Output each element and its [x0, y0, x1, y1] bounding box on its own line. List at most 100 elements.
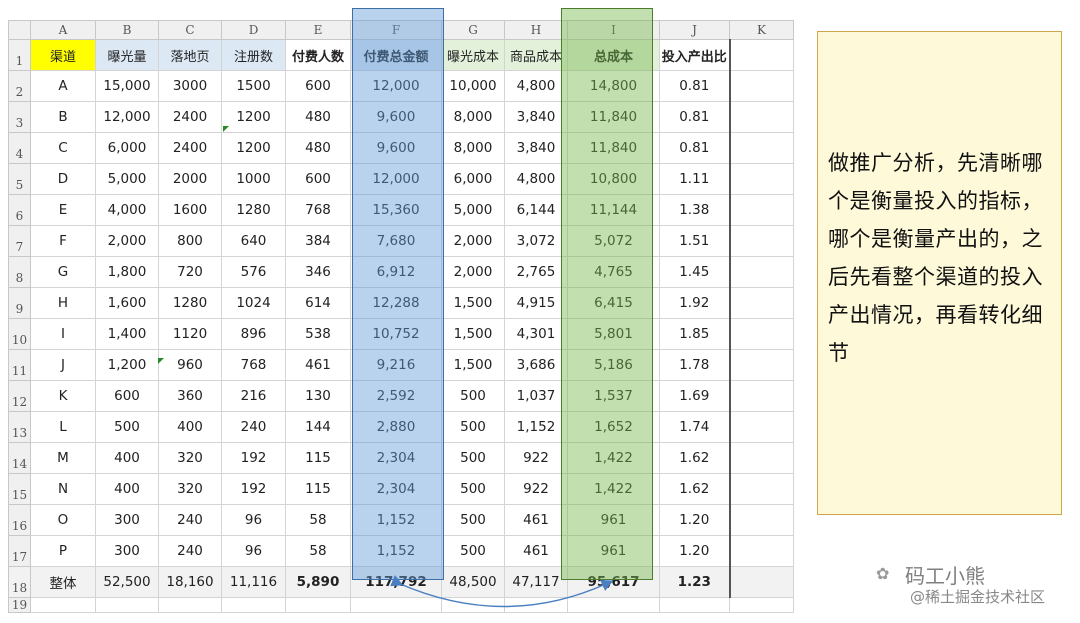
table-cell[interactable]: 1.62 — [659, 442, 731, 474]
row-header[interactable]: 16 — [8, 504, 31, 536]
table-cell[interactable]: 1000 — [221, 163, 286, 195]
table-cell[interactable]: 6,415 — [567, 287, 660, 319]
table-cell[interactable]: 346 — [285, 256, 351, 288]
empty-cell[interactable] — [729, 132, 794, 164]
empty-cell[interactable] — [729, 535, 794, 567]
row-header[interactable]: 2 — [8, 70, 31, 102]
empty-cell[interactable] — [729, 194, 794, 226]
table-cell[interactable]: 10,000 — [441, 70, 505, 102]
table-cell[interactable]: 12,000 — [95, 101, 159, 133]
table-cell[interactable]: 1,537 — [567, 380, 660, 412]
table-cell[interactable]: 3,072 — [504, 225, 568, 257]
empty-cell[interactable] — [221, 597, 286, 613]
empty-cell[interactable] — [729, 318, 794, 350]
table-cell[interactable]: 3000 — [158, 70, 222, 102]
table-cell[interactable]: 115 — [285, 442, 351, 474]
table-cell[interactable]: 500 — [441, 504, 505, 536]
row-header[interactable]: 5 — [8, 163, 31, 195]
row-header[interactable]: 18 — [8, 566, 31, 598]
table-cell[interactable]: 1.20 — [659, 535, 731, 567]
table-cell[interactable]: 576 — [221, 256, 286, 288]
column-header[interactable]: C — [158, 20, 222, 40]
table-cell[interactable]: 12,000 — [350, 70, 442, 102]
table-cell[interactable]: 922 — [504, 473, 568, 505]
table-cell[interactable]: 1.85 — [659, 318, 731, 350]
table-cell[interactable]: 600 — [95, 380, 159, 412]
table-cell[interactable]: 11,840 — [567, 101, 660, 133]
table-cell[interactable]: 1.20 — [659, 504, 731, 536]
empty-cell[interactable] — [30, 597, 96, 613]
empty-cell[interactable] — [729, 411, 794, 443]
empty-cell[interactable] — [659, 597, 730, 613]
table-cell[interactable]: 58 — [285, 535, 351, 567]
table-cell[interactable]: 600 — [285, 70, 351, 102]
table-cell[interactable]: 720 — [158, 256, 222, 288]
header-cell[interactable]: 注册数 — [221, 39, 286, 71]
empty-cell[interactable] — [158, 597, 222, 613]
table-cell[interactable]: 4,800 — [504, 70, 568, 102]
table-cell[interactable]: 11,840 — [567, 132, 660, 164]
column-header[interactable]: A — [30, 20, 96, 40]
table-cell[interactable]: 1.38 — [659, 194, 731, 226]
table-cell[interactable]: 115 — [285, 473, 351, 505]
column-header[interactable]: H — [504, 20, 568, 40]
empty-cell[interactable] — [729, 70, 794, 102]
table-cell[interactable]: 0.81 — [659, 132, 731, 164]
empty-cell[interactable] — [729, 163, 794, 195]
row-header[interactable]: 1 — [8, 39, 31, 71]
header-cell[interactable]: 渠道 — [30, 39, 96, 71]
table-cell[interactable]: 461 — [285, 349, 351, 381]
table-cell[interactable]: 2,304 — [350, 442, 442, 474]
table-cell[interactable]: E — [30, 194, 96, 226]
table-cell[interactable]: 1500 — [221, 70, 286, 102]
table-cell[interactable]: 300 — [95, 535, 159, 567]
empty-cell[interactable] — [95, 597, 159, 613]
table-cell[interactable]: 192 — [221, 442, 286, 474]
table-cell[interactable]: 300 — [95, 504, 159, 536]
table-cell[interactable]: 12,288 — [350, 287, 442, 319]
table-cell[interactable]: 15,360 — [350, 194, 442, 226]
row-header[interactable]: 19 — [8, 597, 31, 613]
table-cell[interactable]: 1,037 — [504, 380, 568, 412]
table-cell[interactable]: 1,152 — [504, 411, 568, 443]
row-header[interactable]: 10 — [8, 318, 31, 350]
table-cell[interactable]: 12,000 — [350, 163, 442, 195]
table-cell[interactable]: L — [30, 411, 96, 443]
column-header[interactable]: G — [441, 20, 505, 40]
table-cell[interactable]: 1120 — [158, 318, 222, 350]
empty-cell[interactable] — [729, 442, 794, 474]
table-cell[interactable]: 1,800 — [95, 256, 159, 288]
column-header[interactable]: B — [95, 20, 159, 40]
table-cell[interactable]: 8,000 — [441, 101, 505, 133]
table-cell[interactable]: 4,915 — [504, 287, 568, 319]
table-cell[interactable]: 96 — [221, 535, 286, 567]
table-cell[interactable]: 1.11 — [659, 163, 731, 195]
table-cell[interactable]: 1,200 — [95, 349, 159, 381]
table-cell[interactable]: 1600 — [158, 194, 222, 226]
table-cell[interactable]: 1.74 — [659, 411, 731, 443]
table-cell[interactable]: 360 — [158, 380, 222, 412]
table-cell[interactable]: 538 — [285, 318, 351, 350]
table-cell[interactable]: 1200 — [221, 132, 286, 164]
table-cell[interactable]: A — [30, 70, 96, 102]
table-cell[interactable]: 5,801 — [567, 318, 660, 350]
table-cell[interactable]: 1.62 — [659, 473, 731, 505]
table-cell[interactable]: 4,301 — [504, 318, 568, 350]
table-cell[interactable]: 5,000 — [441, 194, 505, 226]
header-cell[interactable]: 商品成本 — [504, 39, 568, 71]
header-cell[interactable]: 曝光量 — [95, 39, 159, 71]
empty-cell[interactable] — [729, 380, 794, 412]
table-cell[interactable]: 922 — [504, 442, 568, 474]
row-header[interactable]: 8 — [8, 256, 31, 288]
table-cell[interactable]: 4,000 — [95, 194, 159, 226]
row-header[interactable]: 3 — [8, 101, 31, 133]
table-cell[interactable]: 1,500 — [441, 318, 505, 350]
table-cell[interactable]: 1.78 — [659, 349, 731, 381]
table-cell[interactable]: 240 — [158, 504, 222, 536]
total-cell[interactable]: 18,160 — [158, 566, 222, 598]
header-cell[interactable]: 付费总金额 — [350, 39, 442, 71]
table-cell[interactable]: 2400 — [158, 101, 222, 133]
table-cell[interactable]: C — [30, 132, 96, 164]
table-cell[interactable]: 6,000 — [95, 132, 159, 164]
table-cell[interactable]: 1.45 — [659, 256, 731, 288]
